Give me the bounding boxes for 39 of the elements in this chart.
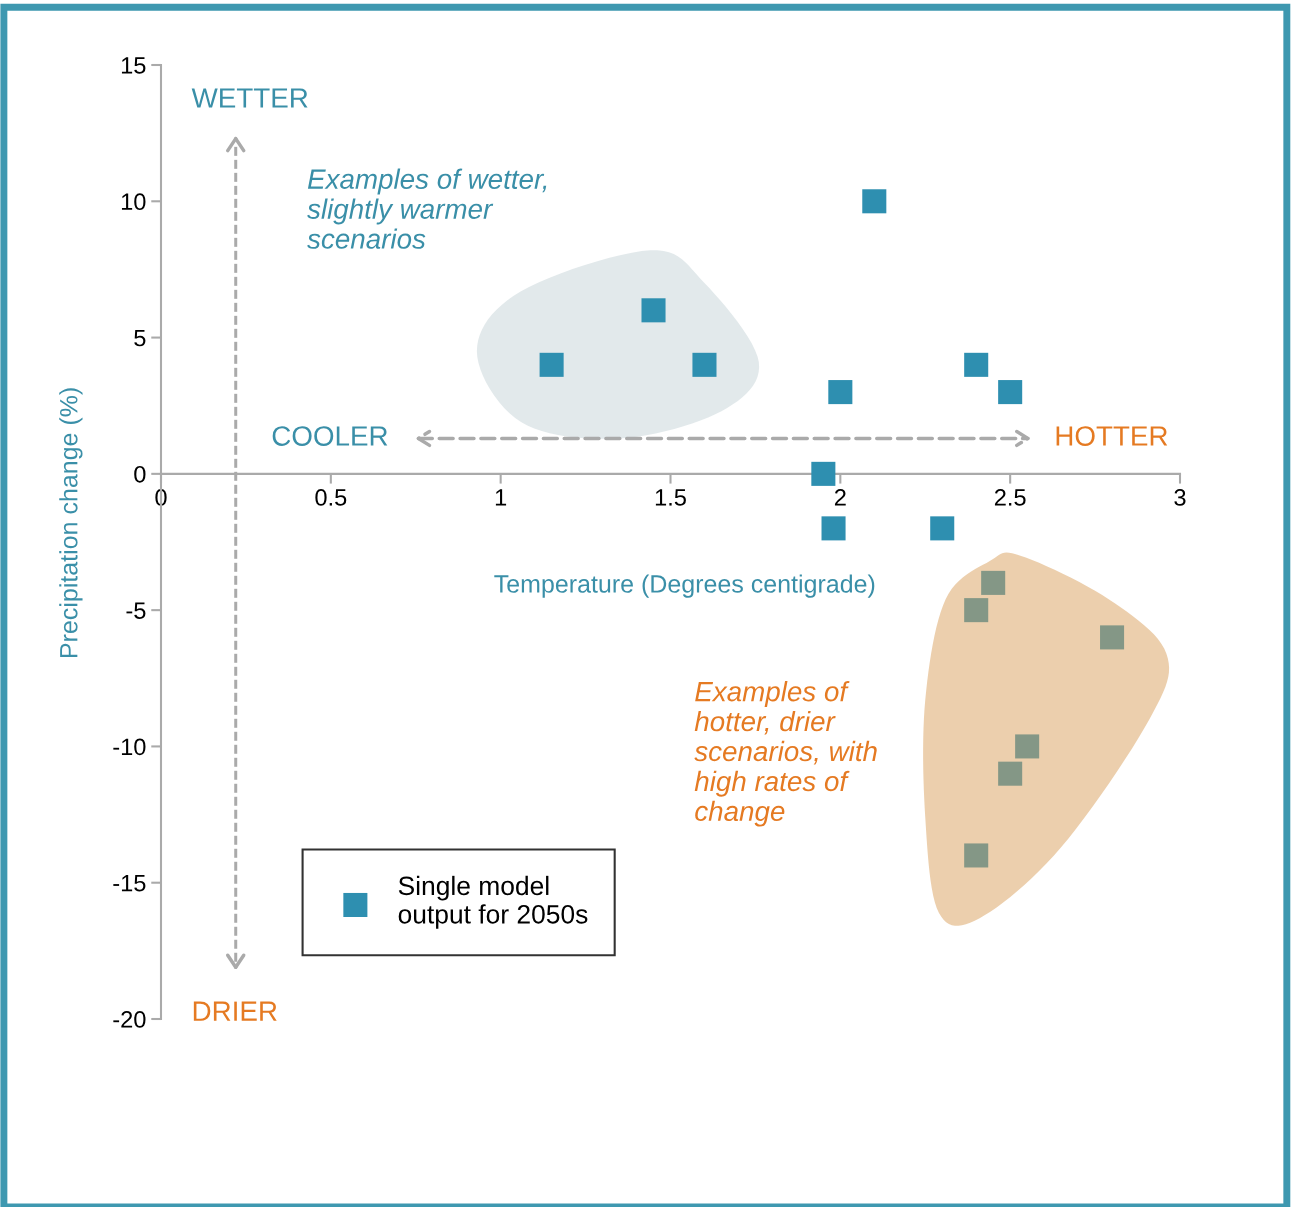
- point: [964, 598, 989, 623]
- y-tick-label: 0: [134, 465, 146, 483]
- y-axis-title: Precipitation change (%): [59, 388, 83, 658]
- point: [641, 298, 666, 323]
- point: [930, 516, 955, 541]
- y-tick-label: 10: [121, 193, 146, 211]
- y-tick-label: 5: [134, 329, 146, 347]
- annotation: Examples of wetter, slightly warmer scenarios: [307, 168, 547, 249]
- point: [981, 570, 1006, 595]
- x-tick-label: 1.5: [655, 489, 686, 506]
- annotation: Examples of hotter, drier scenarios, with high rates of change: [694, 681, 877, 827]
- y-tick-label: -5: [126, 602, 146, 619]
- point: [821, 516, 846, 541]
- point: [862, 189, 887, 214]
- annotation: WETTER: [191, 88, 308, 108]
- x-tick-label: 3: [1174, 489, 1186, 506]
- point: [828, 380, 853, 405]
- point: [1100, 625, 1125, 650]
- annotation: DRIER: [193, 1001, 277, 1021]
- y-tick-label: -10: [113, 738, 146, 756]
- legend-label: Single model output for 2050s: [398, 875, 588, 929]
- y-tick-label: -20: [113, 1011, 146, 1028]
- point: [998, 761, 1023, 786]
- annotation: HOTTER: [1056, 426, 1168, 446]
- x-tick-label: 1: [495, 489, 507, 506]
- point: [964, 352, 989, 377]
- annotation: COOLER: [272, 426, 388, 446]
- x-tick-label: 0.5: [315, 489, 347, 506]
- x-tick-label: 2: [834, 489, 846, 506]
- y-tick-label: -15: [113, 875, 146, 892]
- point: [811, 461, 836, 486]
- x-tick-label: 2.5: [994, 489, 1026, 506]
- point: [692, 352, 717, 377]
- point: [998, 380, 1023, 405]
- x-axis-title: Temperature (Degrees centigrade): [494, 574, 875, 598]
- point: [539, 352, 564, 377]
- point: [1015, 734, 1040, 759]
- y-tick-label: 15: [121, 57, 146, 74]
- point: [964, 843, 989, 868]
